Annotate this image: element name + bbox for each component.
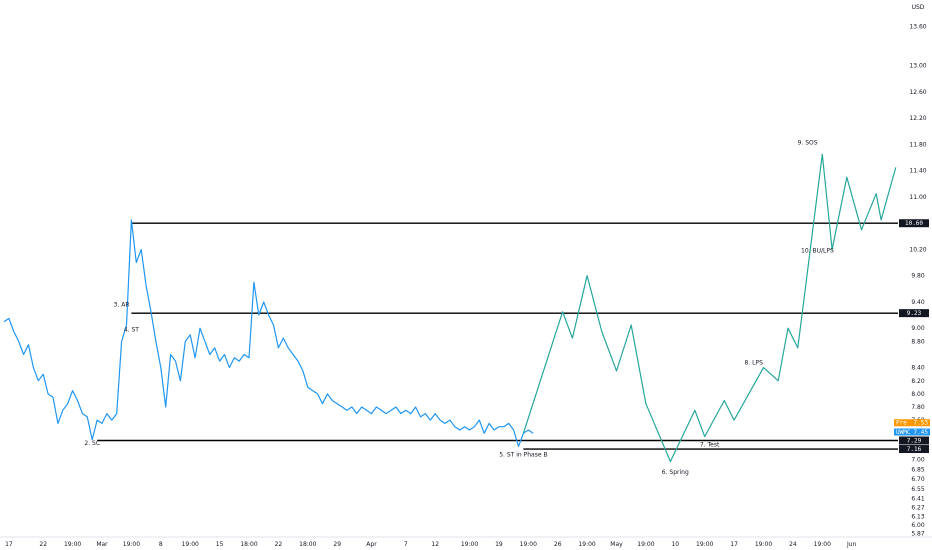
- level-tag: [899, 436, 929, 445]
- y-tick-label: 11.00: [909, 194, 926, 201]
- x-tick-label: 19:00: [182, 541, 199, 548]
- x-tick-label: 19:00: [64, 541, 81, 548]
- annotation-label: 9. SOS: [798, 139, 818, 146]
- x-tick-label: Mar: [96, 541, 108, 548]
- y-tick-label: 6.55: [911, 486, 925, 493]
- chart-annotations: 2. SC 3. AR 4. ST 5. ST in Phase B 6. Spring…: [84, 139, 834, 476]
- price-tag: [894, 428, 930, 436]
- x-tick-label: 17: [730, 541, 738, 548]
- annotation-label: 3. AR: [114, 302, 130, 309]
- annotation-label: 7. Test: [700, 441, 720, 448]
- annotation-label: 2. SC: [84, 440, 100, 447]
- level-tag: [899, 219, 929, 228]
- x-tick-label: 19:00: [814, 541, 831, 548]
- x-tick-label: 12: [431, 541, 439, 548]
- x-tick-label: 10: [671, 541, 679, 548]
- level-tag-label: 9.23: [907, 310, 922, 317]
- x-tick-label: 19:00: [696, 541, 713, 548]
- y-tick-label: 9.00: [911, 325, 925, 332]
- x-tick-label: 17: [5, 541, 13, 548]
- y-tick-label: 10.20: [909, 246, 926, 253]
- x-tick-label: 19:00: [637, 541, 654, 548]
- x-tick-label: 19:00: [461, 541, 478, 548]
- y-tick-label: 7.80: [911, 404, 925, 411]
- x-tick-label: 7: [404, 541, 408, 548]
- chart-series: [3, 153, 897, 463]
- x-tick-label: 22: [275, 541, 283, 548]
- level-tag-label: 7.16: [907, 446, 922, 453]
- level-tag: [899, 309, 929, 318]
- price-axis[interactable]: USD 13.60 13.00 12.60 12.20 11.80 11.40 11.00 10…: [909, 4, 926, 538]
- x-tick-label: 19:00: [755, 541, 772, 548]
- x-tick-label: 19: [495, 541, 503, 548]
- price-tag-value: 7.45: [914, 429, 929, 436]
- y-tick-label: 6.41: [911, 495, 925, 502]
- x-tick-label: 19:00: [123, 541, 140, 548]
- price-tag: [894, 419, 930, 427]
- projection-line: [522, 153, 897, 463]
- y-tick-label: 12.20: [909, 115, 926, 122]
- x-tick-label: May: [610, 541, 623, 548]
- x-tick-label: Apr: [366, 541, 377, 548]
- y-tick-label: 6.13: [911, 514, 925, 521]
- x-tick-label: 22: [39, 541, 47, 548]
- y-tick-label: 8.40: [911, 365, 925, 372]
- y-tick-label: 5.87: [911, 531, 925, 538]
- x-tick-label: 26: [554, 541, 562, 548]
- annotation-label: 5. ST in Phase B: [499, 451, 547, 458]
- horizontal-levels: 10.60 9.23 7.29 7.16: [97, 219, 929, 454]
- y-tick-label: 13.00: [909, 63, 926, 70]
- annotation-label: 4. ST: [124, 327, 139, 334]
- annotation-label: 8. LPS: [744, 359, 763, 366]
- x-tick-label: 18:00: [299, 541, 316, 548]
- y-tick-label: 6.00: [911, 522, 925, 529]
- y-tick-label: 11.80: [909, 141, 926, 148]
- x-tick-label: 29: [333, 541, 341, 548]
- x-tick-label: 24: [789, 541, 797, 548]
- y-tick-label: 7.00: [911, 457, 925, 464]
- y-tick-label: 6.85: [911, 466, 925, 473]
- x-tick-label: Jun: [846, 541, 857, 548]
- y-tick-label: 8.80: [911, 338, 925, 345]
- price-tag-symbol: Pre: [896, 420, 907, 427]
- price-tag-value: 7.53: [914, 420, 929, 427]
- y-tick-label: 8.20: [911, 378, 925, 385]
- x-tick-label: 8: [159, 541, 163, 548]
- level-tag-label: 10.60: [905, 220, 923, 227]
- annotation-label: 6. Spring: [662, 469, 689, 476]
- x-tick-label: 19:00: [578, 541, 595, 548]
- annotation-label: 10. BU/LPS: [801, 248, 834, 255]
- currency-label: USD: [912, 4, 925, 11]
- x-tick-label: 15: [216, 541, 224, 548]
- y-tick-label: 6.70: [911, 476, 925, 483]
- x-tick-label: 19:00: [520, 541, 537, 548]
- y-tick-label: 6.27: [911, 504, 925, 511]
- y-tick-label: 8.00: [911, 391, 925, 398]
- x-tick-label: 18:00: [240, 541, 257, 548]
- y-tick-label: 12.60: [909, 89, 926, 96]
- level-tag-label: 7.29: [907, 437, 922, 444]
- y-tick-label: 9.40: [911, 299, 925, 306]
- level-tag: [899, 445, 929, 454]
- y-tick-label: 11.40: [909, 168, 926, 175]
- time-axis[interactable]: 17 22 19:00 Mar 19:00 8 19:00 15 18:00 22 18:00 29 A…: [5, 541, 857, 548]
- price-tag-symbol: UWMC: [896, 429, 911, 436]
- y-tick-label: 9.80: [911, 273, 925, 280]
- y-tick-label: 13.60: [909, 23, 926, 30]
- price-line: [3, 219, 534, 447]
